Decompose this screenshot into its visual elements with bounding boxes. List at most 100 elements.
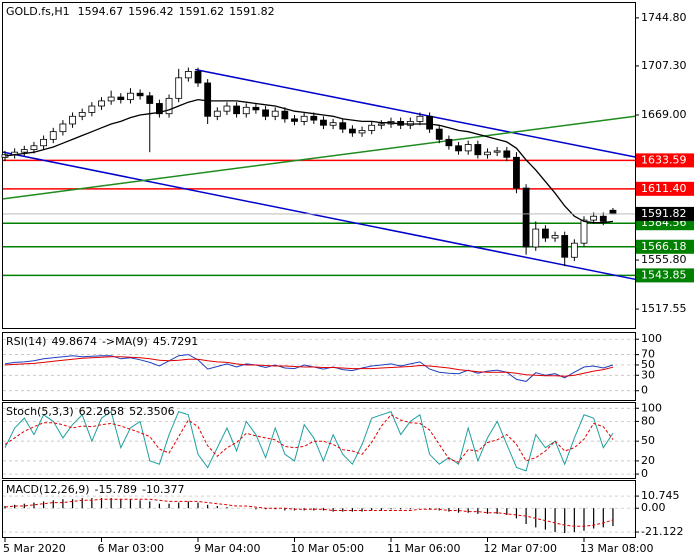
candle-body [532,228,540,248]
panel-y-tick-label: 100 [641,401,662,414]
panel-y-tick-label: 10.745 [641,489,680,502]
candle-body [339,122,347,130]
candle-body [194,71,202,84]
level-label: 1611.40 [641,182,687,195]
candle-body [570,242,578,258]
candle-body [69,115,76,125]
candle-body [146,95,154,104]
indicator-line [4,410,614,472]
series-last-value: -10.377 [142,483,184,496]
candle-body [368,124,376,131]
quote-value: 1596.42 [128,5,174,18]
candle-body [165,97,173,115]
panel-header: MACD(12,26,9) -15.789 -10.377 [6,483,184,496]
candle-body [107,96,115,102]
level-label-box [636,153,694,168]
panel-y-tick-label: 80 [641,414,655,427]
chart-header: GOLD.fs,H1 1594.67 1596.42 1591.62 1591.82 [6,5,275,18]
candle-body [455,145,462,152]
last-price-label: 1591.82 [641,207,687,220]
candle-body [542,228,549,239]
series-name: RSI(14) [6,335,46,348]
candle-body [310,115,318,121]
panel-header: Stoch(5,3,3) 62.2658 52.3506 [6,405,175,418]
quote-value: 1591.62 [179,5,225,18]
panel-y-tick-label: 30 [641,368,655,381]
panel-y-tick-label: 70 [641,348,655,361]
x-tick-label: 5 Mar 2020 [3,542,66,555]
candle-body [406,121,414,126]
indicator-line [4,498,614,527]
candle-body [493,150,501,153]
candle-body [20,149,28,153]
candle-body [40,138,47,147]
candle-body [204,82,212,117]
candle-body [522,187,530,248]
candle-body [561,235,569,258]
price-panel-frame [2,2,636,329]
candle-body [223,105,231,112]
y-tick-label: 1517.55 [641,302,687,315]
x-tick-label: 12 Mar 07:00 [484,542,557,555]
candle-body [513,156,520,189]
panel-y-tick-label: 0 [641,384,648,397]
trend-line [2,115,636,200]
candle-body [320,119,327,126]
candle-body [281,110,289,120]
series-last-value: 52.3506 [129,405,175,418]
last-price-box [636,206,694,221]
series-name: MACD(12,26,9) [6,483,90,496]
candle-body [213,110,221,117]
level-label: 1543.85 [641,268,687,281]
candle-body [98,100,105,107]
candle-body [291,118,298,122]
panel-y-tick-label: -21.122 [641,525,683,538]
panel-y-tick-label: 100 [641,332,662,345]
level-label-box [636,268,694,283]
candle-body [377,123,385,126]
candle-body [551,235,559,239]
level-label: 1633.59 [641,153,687,166]
candle-body [271,110,279,117]
panel-y-tick-label: 50 [641,434,655,447]
candle-body [590,215,598,221]
candle-body [503,150,511,158]
candle-body [233,105,241,115]
candle-body [474,144,482,156]
candle-body [136,92,144,97]
y-tick-label: 1707.30 [641,59,687,72]
quote-value: 1594.67 [78,5,124,18]
candle-body [30,145,38,151]
x-tick-label: 13 Mar 08:00 [580,542,653,555]
candle-body [358,129,366,134]
symbol: GOLD.fs,H1 [6,5,70,18]
series-last-value: 49.8674 [51,335,97,348]
series-name: ->MA(9) [102,335,148,348]
series-last-value: -15.789 [95,483,137,496]
indicator-line [4,354,614,382]
candle-body [609,209,617,215]
candle-body [49,131,57,140]
panel-y-tick-label: 0 [641,467,648,480]
candle-body [59,123,67,133]
candle-body [262,109,269,117]
candle-body [445,138,453,147]
candle-body [300,115,308,122]
candle-body [184,71,192,79]
y-tick-label: 1669.00 [641,108,687,121]
y-tick-label: 1744.80 [641,11,687,24]
rsi-panel-frame [2,332,636,401]
candle-body [175,77,183,99]
candle-body [580,219,588,244]
x-tick-label: 10 Mar 05:00 [291,542,364,555]
macd-panel-frame [2,480,636,538]
candle-body [348,128,356,134]
series-last-value: 62.2658 [79,405,125,418]
x-tick-label: 11 Mar 06:00 [387,542,460,555]
indicator-line [4,356,614,377]
level-label-box [636,239,694,254]
candle-body [127,92,134,101]
candle-body [435,128,443,140]
level-label-box [636,181,694,196]
candle-body [484,151,491,156]
